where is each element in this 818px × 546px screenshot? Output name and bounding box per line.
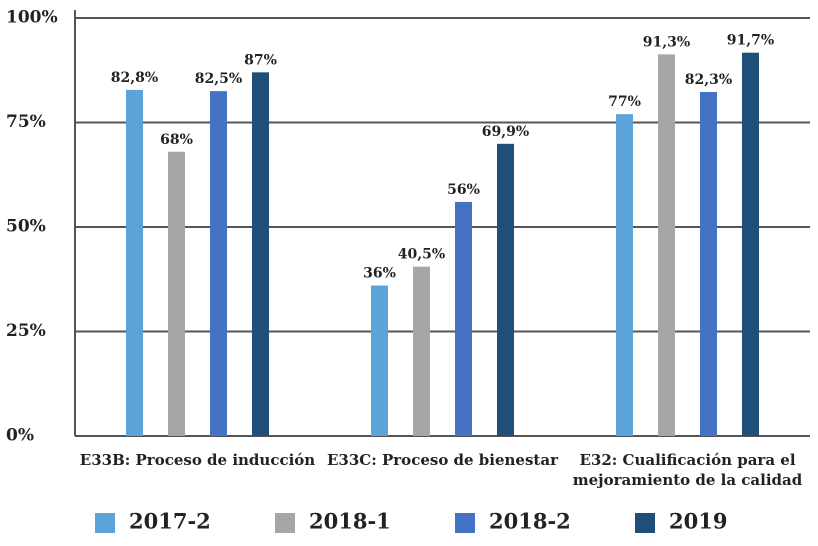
value-label: 68%: [160, 132, 193, 148]
bar: [252, 72, 269, 436]
legend-label: 2018-2: [489, 509, 571, 534]
bar: [168, 151, 185, 436]
y-tick-label: 25%: [6, 321, 46, 341]
y-tick-label: 75%: [6, 112, 46, 132]
bar: [616, 114, 633, 436]
value-label: 82,5%: [195, 71, 242, 87]
legend-label: 2017-2: [129, 509, 211, 534]
bar: [497, 143, 514, 436]
value-label: 69,9%: [482, 124, 529, 140]
y-tick-label: 50%: [6, 217, 46, 237]
bar: [658, 54, 675, 437]
x-tick-label: E33C: Proceso de bienestar: [327, 451, 558, 469]
legend-swatch: [455, 513, 475, 533]
value-label: 56%: [447, 182, 480, 198]
bar: [742, 52, 759, 436]
value-label: 91,7%: [727, 33, 774, 49]
value-label: 82,3%: [685, 72, 732, 88]
y-tick-label: 100%: [6, 8, 58, 28]
bar: [371, 285, 388, 436]
y-tick-label: 0%: [6, 426, 34, 446]
value-label: 82,8%: [111, 70, 158, 86]
legend-swatch: [95, 513, 115, 533]
legend-label: 2019: [669, 509, 727, 534]
bar: [413, 266, 430, 436]
value-label: 87%: [244, 52, 277, 68]
legend-swatch: [635, 513, 655, 533]
bar: [700, 91, 717, 437]
value-label: 36%: [363, 266, 396, 282]
legend-label: 2018-1: [309, 509, 391, 534]
legend-swatch: [275, 513, 295, 533]
bar: [455, 201, 472, 436]
value-label: 40,5%: [398, 247, 445, 263]
bar: [210, 91, 227, 437]
value-label: 91,3%: [643, 34, 690, 50]
value-label: 77%: [608, 94, 641, 110]
x-tick-label: E32: Cualificación para el mejoramiento …: [572, 451, 803, 489]
x-tick-label: E33B: Proceso de inducción: [79, 451, 316, 469]
bar: [126, 89, 143, 437]
